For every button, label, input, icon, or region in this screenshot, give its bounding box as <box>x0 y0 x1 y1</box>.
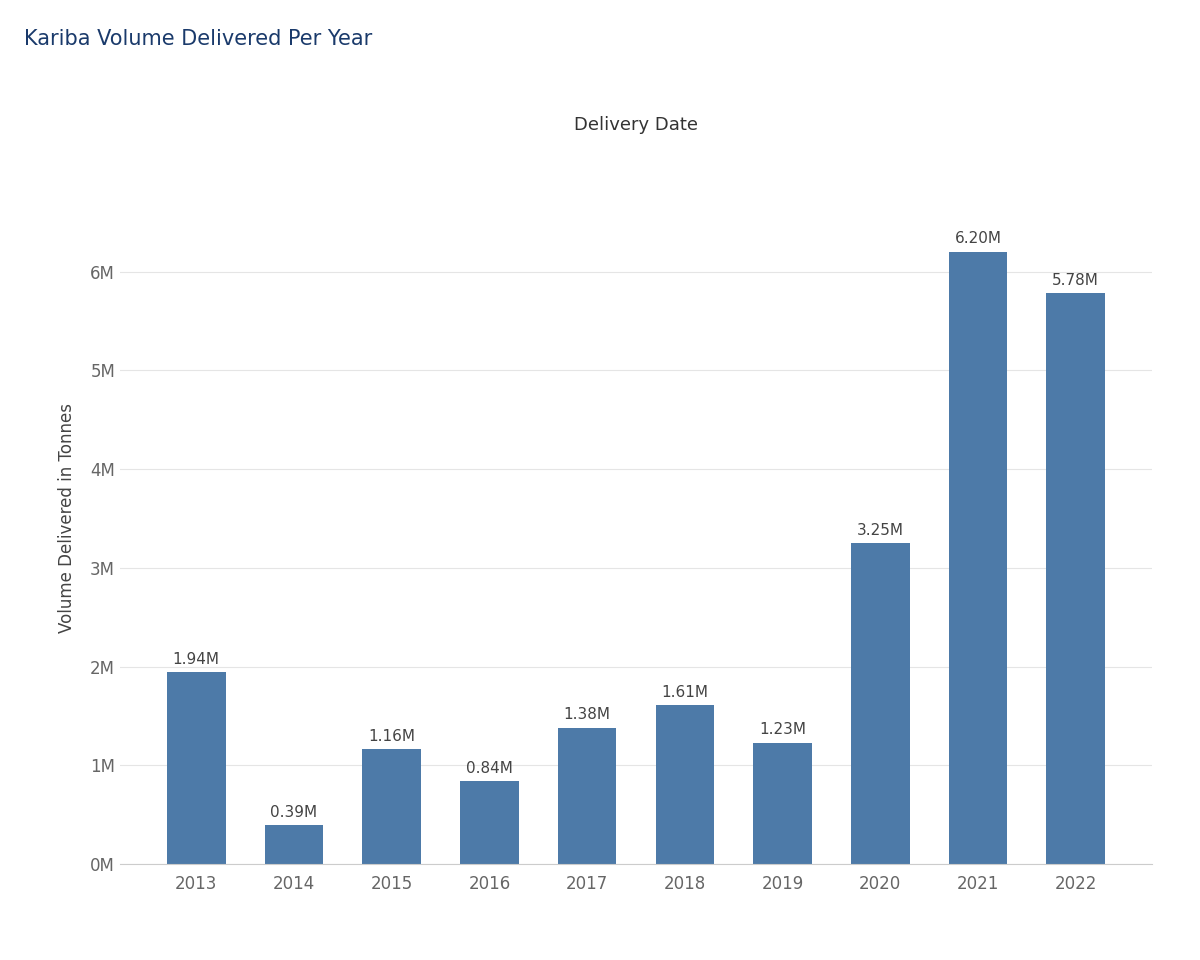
Text: 0.39M: 0.39M <box>270 805 318 820</box>
Bar <box>1046 293 1105 864</box>
Bar <box>558 728 617 864</box>
Bar <box>460 781 518 864</box>
Bar <box>167 672 226 864</box>
Y-axis label: Volume Delivered in Tonnes: Volume Delivered in Tonnes <box>59 403 77 634</box>
Text: 6.20M: 6.20M <box>954 231 1002 247</box>
Bar <box>851 543 910 864</box>
Text: 1.23M: 1.23M <box>760 722 806 737</box>
Bar <box>655 705 714 864</box>
Bar <box>949 252 1007 864</box>
Bar <box>362 750 421 864</box>
Text: Delivery Date: Delivery Date <box>574 116 698 134</box>
Text: 0.84M: 0.84M <box>466 760 512 776</box>
Text: 5.78M: 5.78M <box>1052 273 1099 288</box>
Text: 1.16M: 1.16M <box>368 729 415 744</box>
Text: Kariba Volume Delivered Per Year: Kariba Volume Delivered Per Year <box>24 29 372 49</box>
Text: 1.61M: 1.61M <box>661 684 708 700</box>
Text: 1.94M: 1.94M <box>173 652 220 667</box>
Text: 1.38M: 1.38M <box>564 708 611 722</box>
Bar <box>754 742 812 864</box>
Bar <box>265 826 323 864</box>
Text: 3.25M: 3.25M <box>857 522 904 538</box>
